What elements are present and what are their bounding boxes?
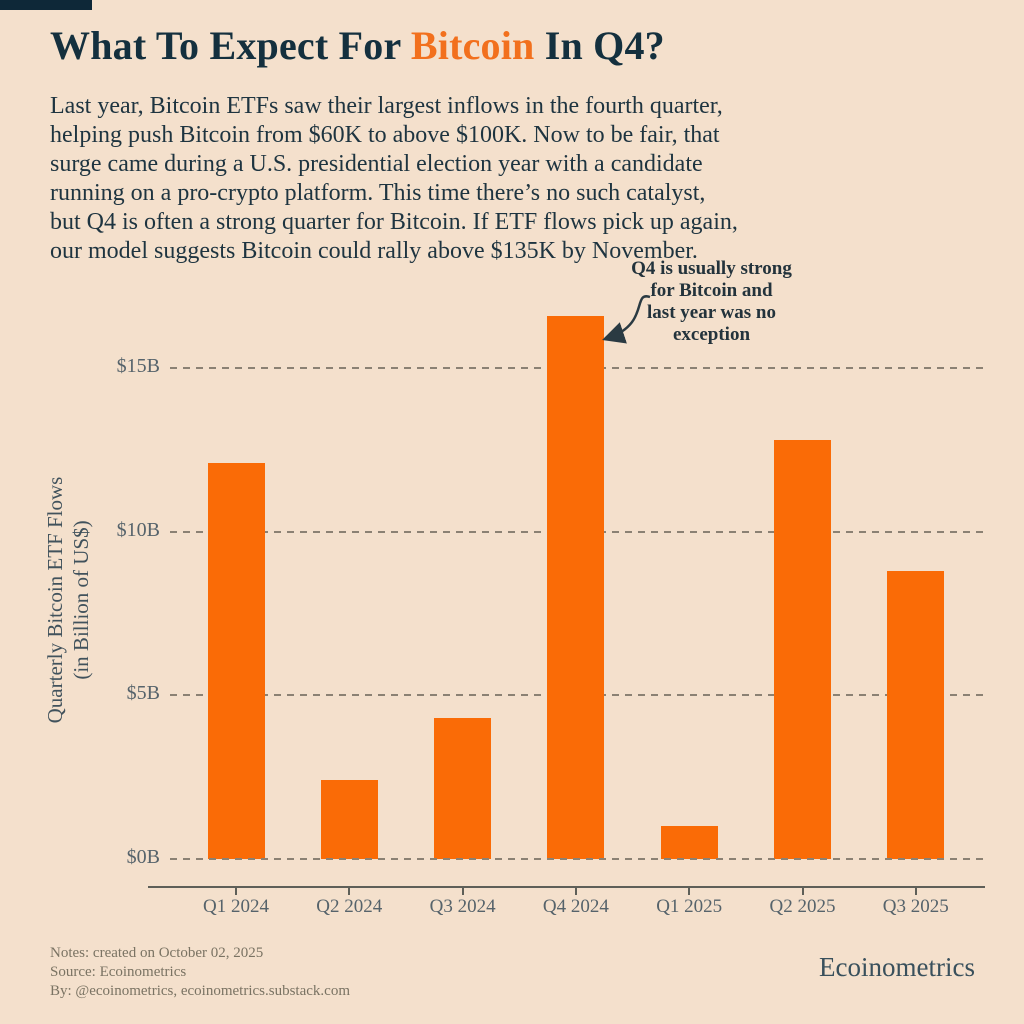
note-line-by: By: @ecoinometrics, ecoinometrics.substa…: [50, 983, 350, 999]
x-tick-label: Q3 2024: [429, 896, 496, 917]
bar-Q2 2024: [320, 780, 378, 859]
title-prefix: What To Expect For: [50, 23, 411, 68]
x-axis-tick: [235, 888, 237, 895]
y-tick-label: $10B: [116, 518, 160, 541]
x-axis-line: [148, 886, 985, 888]
y-axis-title: Quarterly Bitcoin ETF Flows (in Billion …: [43, 476, 93, 724]
x-tick-label: Q3 2025: [882, 896, 949, 917]
chart-annotation: Q4 is usually strong for Bitcoin and las…: [631, 258, 792, 345]
y-tick-label: $5B: [126, 682, 160, 705]
x-tick-label: Q1 2024: [203, 896, 269, 917]
footer-notes: Notes: created on October 02, 2025 Sourc…: [50, 944, 350, 1001]
x-tick-label: Q2 2024: [316, 896, 383, 917]
bar-Q2 2025: [774, 440, 831, 859]
bar-Q3 2024: [434, 718, 492, 859]
intro-paragraph: Last year, Bitcoin ETFs saw their larges…: [50, 93, 738, 264]
bar-Q1 2025: [660, 826, 718, 859]
title-highlight: Bitcoin: [410, 23, 535, 68]
x-axis-tick: [348, 888, 351, 895]
gridline-$0B: [170, 858, 985, 860]
note-line-created: Notes: created on October 02, 2025: [50, 945, 264, 961]
x-tick-label: Q4 2024: [542, 896, 609, 917]
bar-Q4 2024: [547, 315, 605, 859]
bar-Q3 2025: [887, 570, 945, 859]
x-axis-tick: [461, 888, 464, 895]
note-line-source: Source: Ecoinometrics: [50, 964, 187, 980]
x-axis-tick: [914, 888, 917, 895]
title-suffix: In Q4?: [534, 23, 665, 68]
x-tick-label: Q1 2025: [656, 896, 723, 917]
brand-wordmark: Ecoinometrics: [819, 952, 975, 982]
page-title: What To Expect For Bitcoin In Q4?: [50, 22, 665, 69]
x-tick-label: Q2 2025: [769, 896, 836, 917]
x-axis-tick: [574, 888, 577, 895]
x-axis-tick: [688, 888, 691, 895]
bar-Q1 2024: [207, 462, 265, 859]
y-tick-label: $0B: [126, 846, 160, 868]
x-axis-tick: [801, 888, 804, 895]
corner-accent-bar: [0, 0, 92, 10]
y-tick-label: $15B: [116, 355, 160, 378]
